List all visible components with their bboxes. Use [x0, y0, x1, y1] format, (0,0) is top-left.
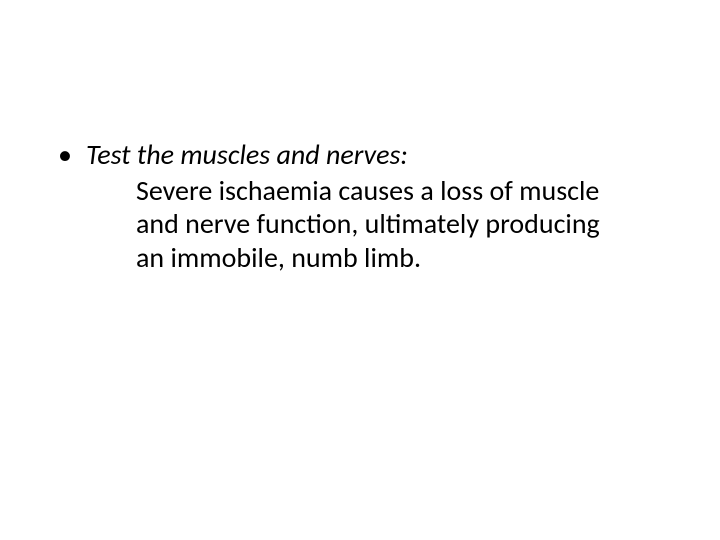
bullet-body-text: Severe ischaemia causes a loss of muscle… [54, 174, 666, 275]
bullet-item: • Test the muscles and nerves: [54, 138, 666, 172]
slide-body: • Test the muscles and nerves: Severe is… [0, 0, 720, 540]
bullet-marker: • [54, 138, 86, 172]
bullet-heading: Test the muscles and nerves: [86, 138, 408, 172]
